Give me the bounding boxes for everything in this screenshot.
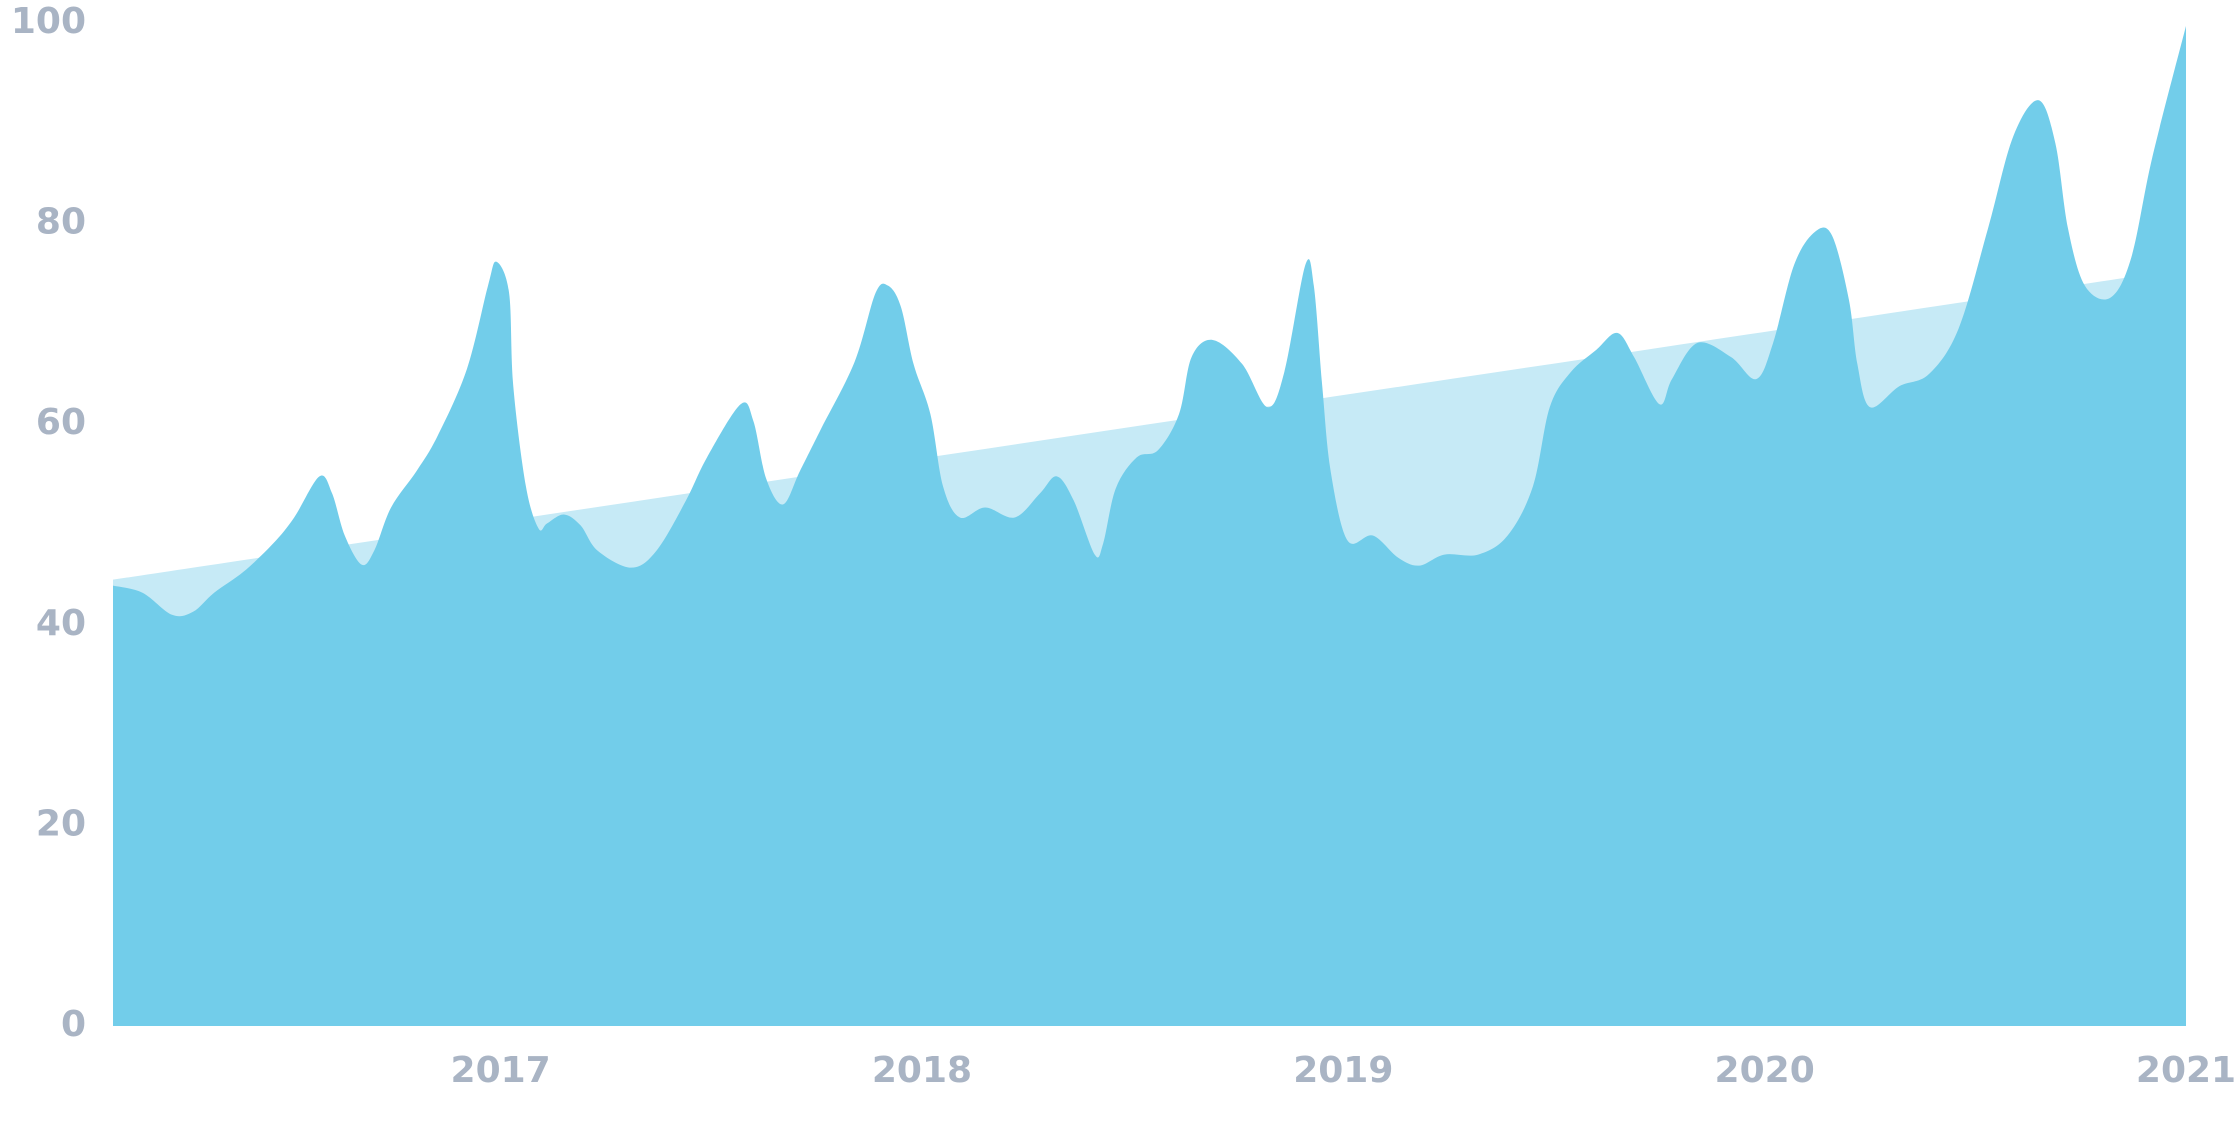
x-tick-label: 2021 — [2136, 1050, 2236, 1091]
y-tick-label: 20 — [36, 803, 86, 844]
y-tick-label: 0 — [61, 1004, 86, 1045]
x-tick-label: 2019 — [1293, 1050, 1393, 1091]
y-tick-label: 80 — [36, 202, 86, 243]
y-tick-label: 40 — [36, 603, 86, 644]
area — [113, 26, 2186, 1027]
x-tick-label: 2020 — [1715, 1050, 1815, 1091]
x-tick-label: 2017 — [451, 1050, 551, 1091]
y-tick-label: 100 — [11, 1, 86, 42]
x-tick-label: 2018 — [872, 1050, 972, 1091]
y-tick-label: 60 — [36, 402, 86, 443]
